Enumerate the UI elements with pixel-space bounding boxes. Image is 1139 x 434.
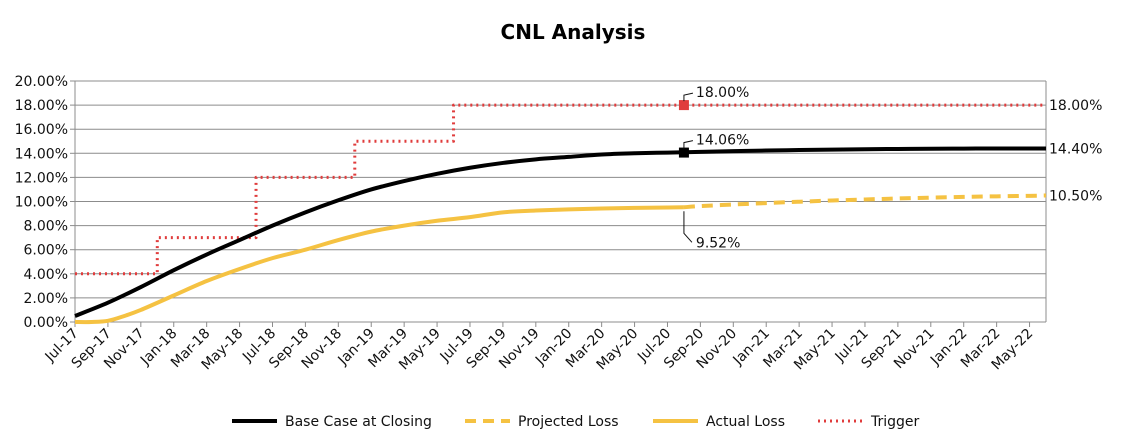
legend-label: Actual Loss xyxy=(706,414,785,430)
y-tick-label: 8.00% xyxy=(24,219,68,235)
leader-line xyxy=(683,140,694,149)
leader-line xyxy=(683,92,694,102)
y-tick-label: 20.00% xyxy=(15,74,68,90)
legend-label: Projected Loss xyxy=(518,414,619,430)
leader-line xyxy=(683,211,693,243)
point-label: 14.06% xyxy=(696,133,749,149)
point-marker xyxy=(678,147,689,158)
y-tick-label: 4.00% xyxy=(24,267,68,283)
point-label: 18.00% xyxy=(696,85,749,101)
y-tick-label: 14.00% xyxy=(15,146,68,162)
legend-label: Base Case at Closing xyxy=(285,414,432,430)
series-line-trigger xyxy=(75,103,1046,276)
y-tick-label: 6.00% xyxy=(24,243,68,259)
chart-title: CNL Analysis xyxy=(501,20,646,44)
y-tick-label: 18.00% xyxy=(15,98,68,114)
y-axis: 0.00% 2.00% 4.00% 6.00% 8.00% 10.00% 12.00% 14.… xyxy=(15,74,75,331)
y-tick-label: 10.00% xyxy=(15,195,68,211)
point-marker xyxy=(678,100,689,111)
series-lines xyxy=(74,103,1047,325)
y-tick-label: 16.00% xyxy=(15,122,68,138)
y-tick-label: 2.00% xyxy=(24,291,68,307)
end-label: 14.40% xyxy=(1049,141,1102,157)
legend-label: Trigger xyxy=(870,414,920,430)
series-line-projected-loss xyxy=(683,193,1047,210)
y-tick-label: 12.00% xyxy=(15,170,68,186)
end-label: 18.00% xyxy=(1049,98,1102,114)
legend: Base Case at Closing Projected Loss Actual… xyxy=(232,414,920,430)
point-label: 9.52% xyxy=(696,235,740,251)
series-line-actual-loss xyxy=(74,205,684,325)
x-axis: Jul-17Sep-17Nov-17Jan-18Mar-18May-18Jul-… xyxy=(42,322,1036,373)
series-line-base-case-at-closing xyxy=(74,146,1046,318)
end-label: 10.50% xyxy=(1049,188,1102,204)
annotations: 18.00% 14.06% 9.52% 18.00% 14.40% 10.50% xyxy=(678,85,1102,251)
grid xyxy=(74,80,1047,323)
y-tick-label: 0.00% xyxy=(24,315,68,331)
